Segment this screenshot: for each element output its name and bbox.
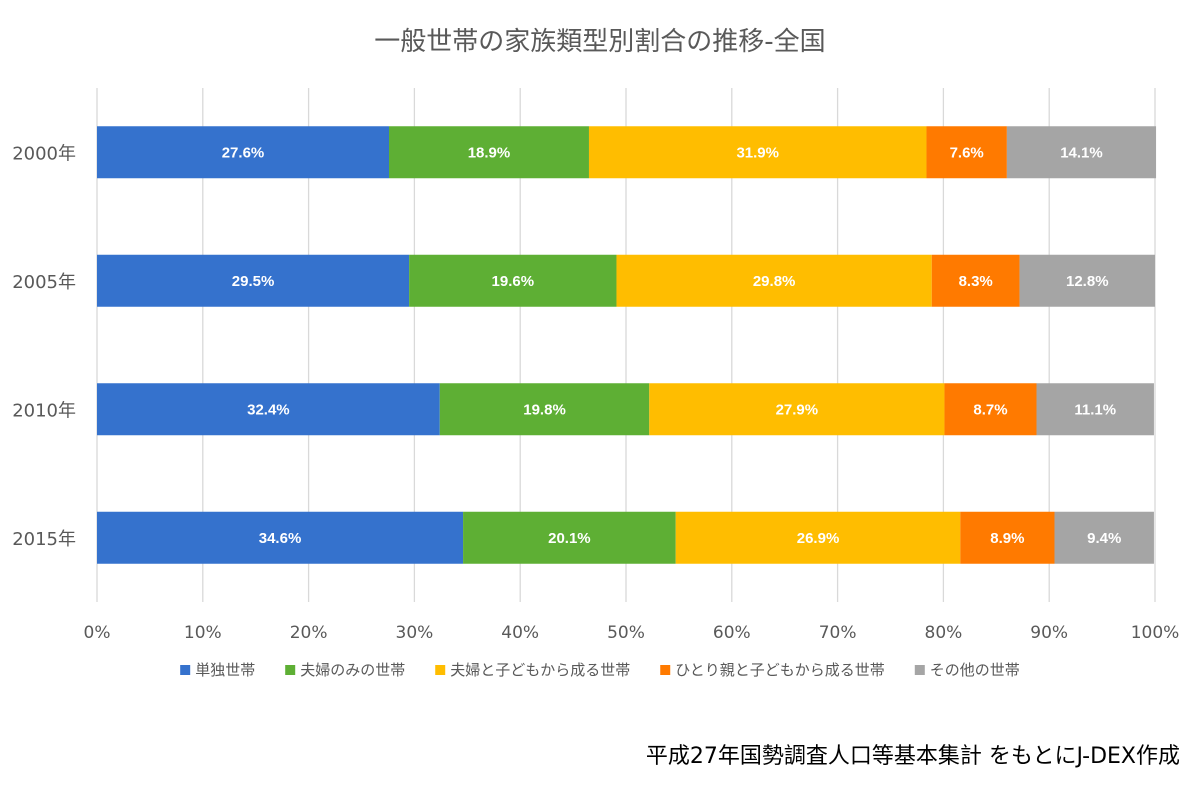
data-label: 14.1% <box>1060 144 1103 161</box>
bar-segment <box>463 511 676 564</box>
legend-swatch <box>914 665 925 675</box>
bar-segment <box>649 383 945 436</box>
x-tick-label: 50% <box>607 623 645 643</box>
bars: 27.6% 18.9% 31.9% 7.6% 14.1% 29.5% 19.6% 29.8% 8… <box>97 126 1157 564</box>
legend-label: 単独世帯 <box>195 661 255 679</box>
legend: 単独世帯 夫婦のみの世帯 夫婦と子どもから成る世帯 ひとり親と子どもから成る世帯 その他… <box>180 661 1020 679</box>
legend-item: その他の世帯 <box>914 661 1020 679</box>
bar-segment <box>1036 383 1154 436</box>
legend-swatch <box>435 665 446 675</box>
bar-segment <box>588 126 927 179</box>
x-tick-label: 90% <box>1030 623 1068 643</box>
legend-item: 夫婦と子どもから成る世帯 <box>435 661 630 679</box>
data-label: 8.7% <box>973 401 1007 418</box>
data-label: 32.4% <box>247 401 290 418</box>
source-note: 平成27年国勢調査人口等基本集計 をもとにJ-DEX作成 <box>646 744 1180 769</box>
legend-label: その他の世帯 <box>930 661 1020 679</box>
x-tick-label: 60% <box>713 623 751 643</box>
x-tick-label: 10% <box>184 623 222 643</box>
bar-segment <box>439 383 650 436</box>
legend-label: 夫婦のみの世帯 <box>300 661 405 679</box>
data-label: 19.6% <box>492 273 535 290</box>
bar-segment <box>1006 126 1157 179</box>
x-tick-label: 20% <box>290 623 328 643</box>
legend-label: 夫婦と子どもから成る世帯 <box>450 661 630 679</box>
data-label: 29.5% <box>232 273 275 290</box>
data-label: 27.9% <box>776 401 819 418</box>
category-label: 2010年 <box>12 400 76 421</box>
legend-item: 夫婦のみの世帯 <box>285 661 405 679</box>
legend-item: ひとり親と子どもから成る世帯 <box>660 661 885 679</box>
category-label: 2005年 <box>12 272 76 293</box>
bar-segment <box>1019 254 1155 307</box>
data-label: 19.8% <box>523 401 566 418</box>
category-labels: 2000年 2005年 2010年 2015年 <box>12 143 76 550</box>
x-tick-label: 0% <box>84 623 111 643</box>
legend-swatch <box>180 665 191 675</box>
bar-segment <box>409 254 617 307</box>
bar-segment <box>960 511 1055 564</box>
data-label: 18.9% <box>468 144 511 161</box>
bar-segment <box>1054 511 1154 564</box>
bar-segment <box>616 254 932 307</box>
data-label: 11.1% <box>1074 401 1116 418</box>
legend-swatch <box>660 665 671 675</box>
data-label: 12.8% <box>1066 273 1109 290</box>
data-label: 29.8% <box>753 273 796 290</box>
data-label: 8.3% <box>959 273 993 290</box>
chart-title: 一般世帯の家族類型別割合の推移-全国 <box>374 27 825 57</box>
data-label: 34.6% <box>259 530 302 547</box>
data-label: 27.6% <box>222 144 265 161</box>
bar-segment <box>926 126 1007 179</box>
data-label: 31.9% <box>736 144 779 161</box>
x-tick-label: 100% <box>1131 623 1180 643</box>
bar-segment <box>389 126 589 179</box>
x-tick-label: 80% <box>925 623 963 643</box>
category-label: 2015年 <box>12 529 76 550</box>
data-label: 9.4% <box>1087 530 1121 547</box>
bar-segment <box>97 254 410 307</box>
x-tick-label: 40% <box>501 623 539 643</box>
bar-segment <box>944 383 1037 436</box>
bar-segment <box>97 126 390 179</box>
category-label: 2000年 <box>12 143 76 164</box>
data-label: 26.9% <box>797 530 840 547</box>
legend-label: ひとり親と子どもから成る世帯 <box>675 661 885 679</box>
legend-item: 単独世帯 <box>180 661 255 679</box>
bar-segment <box>675 511 961 564</box>
x-tick-label: 30% <box>396 623 434 643</box>
bar-segment <box>97 383 440 436</box>
data-label: 20.1% <box>548 530 591 547</box>
x-tick-label: 70% <box>819 623 857 643</box>
legend-swatch <box>285 665 296 675</box>
x-tick-labels: 0% 10% 20% 30% 40% 50% 60% 70% 80% 90% 100% <box>84 623 1180 643</box>
bar-segment <box>97 511 464 564</box>
bar-segment <box>931 254 1020 307</box>
data-label: 8.9% <box>990 530 1024 547</box>
data-label: 7.6% <box>950 144 984 161</box>
